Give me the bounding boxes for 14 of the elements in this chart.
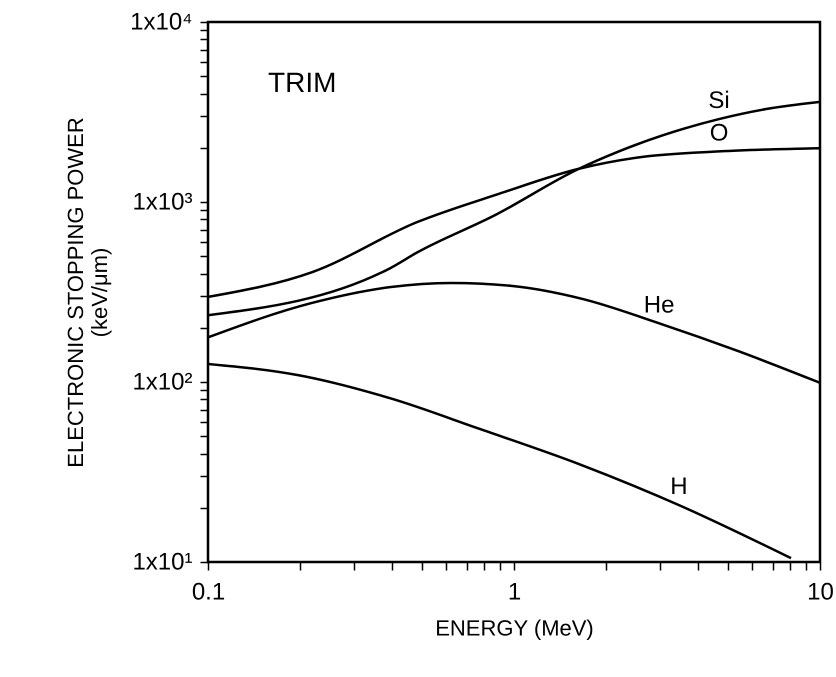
annotation: TRIM — [268, 67, 336, 98]
x-tick-label: 10 — [807, 578, 834, 606]
x-axis-title: ENERGY (MeV) — [435, 616, 594, 640]
series-label: O — [710, 119, 728, 146]
series-label: He — [644, 291, 674, 318]
x-tick-label: 0.1 — [192, 578, 226, 606]
y-tick-label: 1x10¹ — [132, 548, 192, 576]
y-tick-label: 1x10³ — [132, 188, 192, 216]
series-label: H — [670, 473, 688, 500]
y-axis-title: ELECTRONIC STOPPING POWER (keV/μm) — [63, 117, 112, 468]
series-label: Si — [708, 87, 730, 114]
x-tick-label: 1 — [508, 578, 522, 606]
y-tick-label: 1x10² — [132, 368, 192, 396]
y-tick-label: 1x10⁴ — [130, 8, 192, 36]
